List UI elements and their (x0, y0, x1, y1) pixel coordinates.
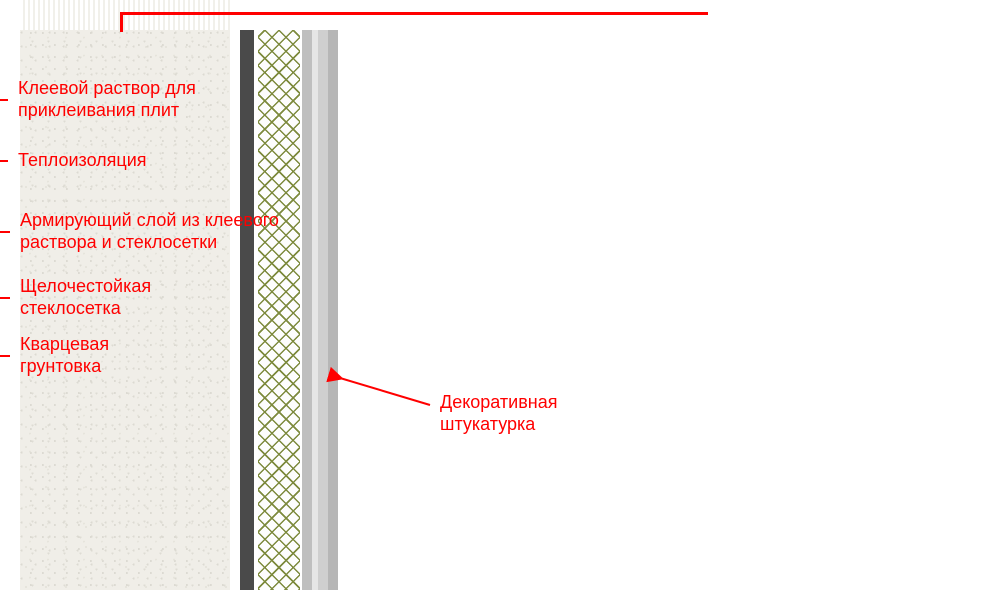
arrow-icon (0, 297, 10, 299)
callout-label: Армирующий слой из клеевого раствора и с… (20, 210, 279, 253)
callout-basecoat: Армирующий слой из клеевого раствора и с… (0, 210, 1008, 253)
arrow-icon (0, 231, 10, 233)
arrow-icon (340, 378, 430, 405)
callout-label: Теплоизоляция (18, 150, 147, 172)
callout-label: Щелочестойкая стеклосетка (20, 276, 151, 319)
concrete-top-texture (20, 0, 230, 30)
callout-label: Декоративная штукатурка (440, 392, 557, 435)
callout-adhesive: Клеевой раствор для приклеивания плит (0, 78, 1008, 121)
arrow-icon (0, 99, 8, 101)
callout-label: Клеевой раствор для приклеивания плит (18, 78, 196, 121)
top-rule (120, 12, 708, 15)
callout-primer: Кварцевая грунтовка (0, 334, 1008, 377)
arrow-icon (0, 355, 10, 357)
arrow-icon (0, 160, 8, 162)
callout-label: Кварцевая грунтовка (20, 334, 109, 377)
callout-insulation: Теплоизоляция (0, 150, 1008, 172)
cross-section-diagram: Клеевой раствор для приклеивания плит Те… (0, 0, 1008, 600)
callout-mesh: Щелочестойкая стеклосетка (0, 276, 1008, 319)
